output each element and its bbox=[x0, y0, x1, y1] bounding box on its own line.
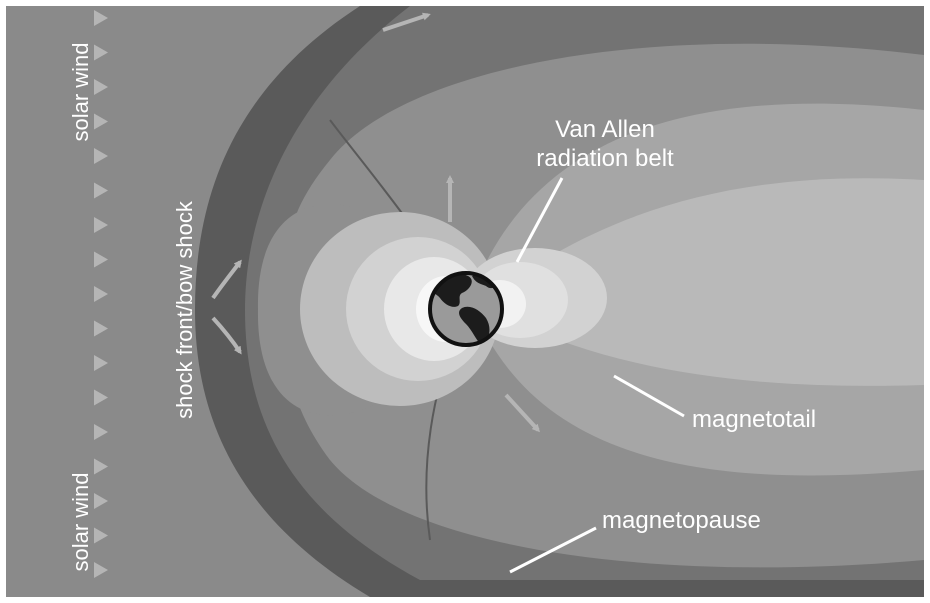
solar-wind-triangle-icon bbox=[94, 44, 108, 61]
magnetopause-label: magnetopause bbox=[602, 507, 761, 534]
solar-wind-triangle-icon bbox=[94, 10, 108, 26]
magnetopause-leader-line bbox=[509, 526, 597, 574]
magnetotail-leader-line bbox=[613, 374, 685, 418]
solar-wind-triangle-icon bbox=[94, 79, 108, 95]
van-allen-leader-line bbox=[515, 177, 564, 263]
solar-wind-triangle-icon bbox=[94, 355, 108, 371]
flow-arrow-icon bbox=[211, 259, 242, 300]
solar-wind-triangle-icon bbox=[94, 562, 108, 578]
solar-wind-triangle-icon bbox=[94, 389, 108, 406]
magnetotail-inner bbox=[480, 178, 924, 386]
solar-wind-triangle-icon bbox=[94, 320, 108, 337]
solar-wind-triangle-icon bbox=[94, 527, 108, 544]
solar-wind-label-top: solar wind bbox=[68, 42, 93, 141]
solar-wind-triangle-icon bbox=[94, 493, 108, 509]
solar-wind-triangle-icon bbox=[94, 182, 108, 199]
solar-wind-triangles bbox=[94, 10, 108, 578]
solar-wind-triangle-icon bbox=[94, 286, 108, 302]
magnetotail-label: magnetotail bbox=[692, 406, 816, 433]
shock-front-label: shock front/bow shock bbox=[172, 200, 197, 419]
solar-wind-label-bottom: solar wind bbox=[68, 472, 93, 571]
solar-wind-triangle-icon bbox=[94, 458, 108, 475]
solar-wind-triangle-icon bbox=[94, 148, 108, 164]
solar-wind-triangle-icon bbox=[94, 217, 108, 233]
flow-arrows bbox=[211, 12, 541, 433]
solar-wind-triangle-icon bbox=[94, 251, 108, 268]
solar-wind-triangle-icon bbox=[94, 424, 108, 440]
flow-arrow-icon bbox=[382, 12, 431, 32]
flow-arrow-icon bbox=[211, 316, 242, 355]
van-allen-label-line2: radiation belt bbox=[536, 145, 674, 172]
van-allen-label-line1: Van Allen bbox=[555, 116, 655, 143]
flow-arrow-icon bbox=[504, 393, 541, 433]
solar-wind-triangle-icon bbox=[94, 113, 108, 130]
earth-globe-icon bbox=[428, 271, 504, 347]
